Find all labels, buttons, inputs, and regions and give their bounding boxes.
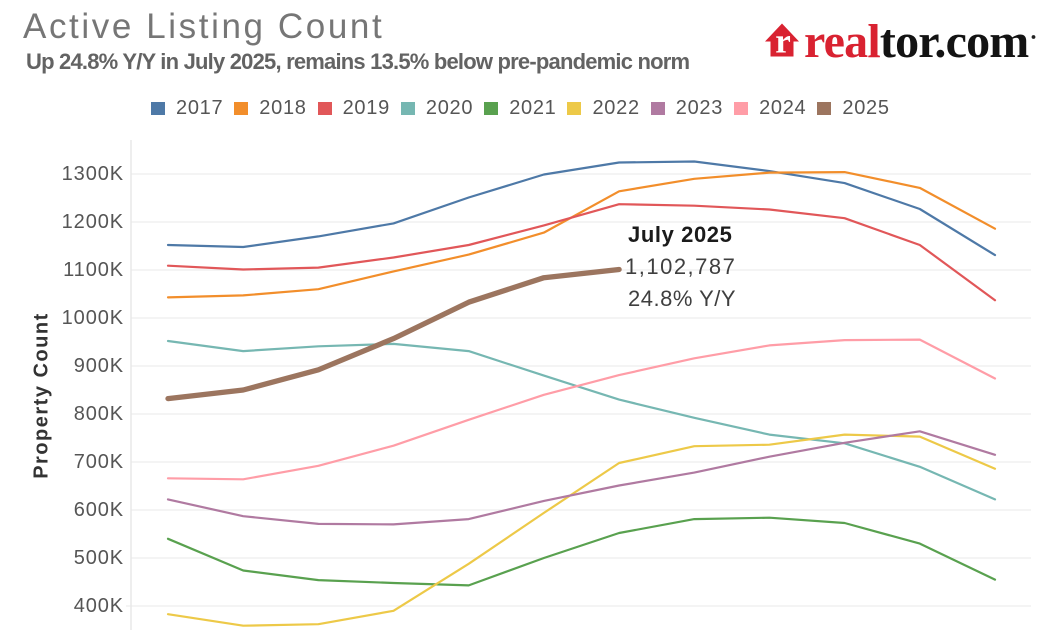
svg-text:r: r	[775, 22, 791, 61]
